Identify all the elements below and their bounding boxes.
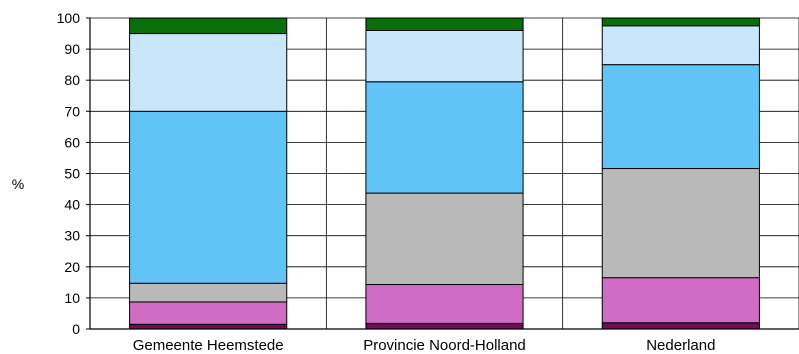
bar-2-segment-4 — [601, 25, 760, 66]
bar-0-segment-5 — [129, 17, 288, 35]
x-category-label-0: Gemeente Heemstede — [133, 337, 284, 354]
y-tick-label-60: 60 — [64, 134, 80, 150]
bars — [129, 17, 760, 330]
x-category-label-2: Nederland — [646, 337, 715, 354]
y-tick-label-10: 10 — [64, 290, 80, 306]
y-tick-label-70: 70 — [64, 103, 80, 119]
bar-1-segment-0 — [365, 322, 524, 330]
axes — [86, 17, 799, 330]
bar-1-segment-3 — [365, 81, 524, 194]
y-tick-label-20: 20 — [64, 259, 80, 275]
bar-0-segment-3 — [129, 110, 288, 284]
y-tick-label-80: 80 — [64, 72, 80, 88]
bar-1-segment-2 — [365, 192, 524, 286]
bar-2-segment-5 — [601, 17, 760, 27]
y-tick-label-0: 0 — [72, 321, 80, 337]
bar-1-segment-4 — [365, 29, 524, 83]
y-axis-label: % — [12, 176, 24, 192]
y-tick-label-50: 50 — [64, 166, 80, 182]
bar-2-segment-0 — [601, 322, 760, 330]
bar-2-segment-2 — [601, 168, 760, 279]
bar-1-segment-5 — [365, 17, 524, 31]
bar-0-segment-1 — [129, 301, 288, 325]
y-tick-label-40: 40 — [64, 197, 80, 213]
x-category-label-1: Provincie Noord-Holland — [363, 337, 526, 354]
y-tick-label-30: 30 — [64, 228, 80, 244]
bar-0-segment-4 — [129, 33, 288, 112]
bar-2-segment-3 — [601, 64, 760, 170]
bar-0-segment-2 — [129, 282, 288, 303]
bar-0-segment-0 — [129, 323, 288, 330]
bar-2-segment-1 — [601, 277, 760, 324]
y-tick-label-100: 100 — [57, 10, 81, 26]
bar-1-segment-1 — [365, 284, 524, 324]
y-tick-labels: 0 10 20 30 40 50 60 70 80 90 100 — [57, 10, 81, 337]
y-tick-label-90: 90 — [64, 41, 80, 57]
category-labels: Gemeente Heemstede Provincie Noord-Hollan… — [133, 337, 716, 354]
